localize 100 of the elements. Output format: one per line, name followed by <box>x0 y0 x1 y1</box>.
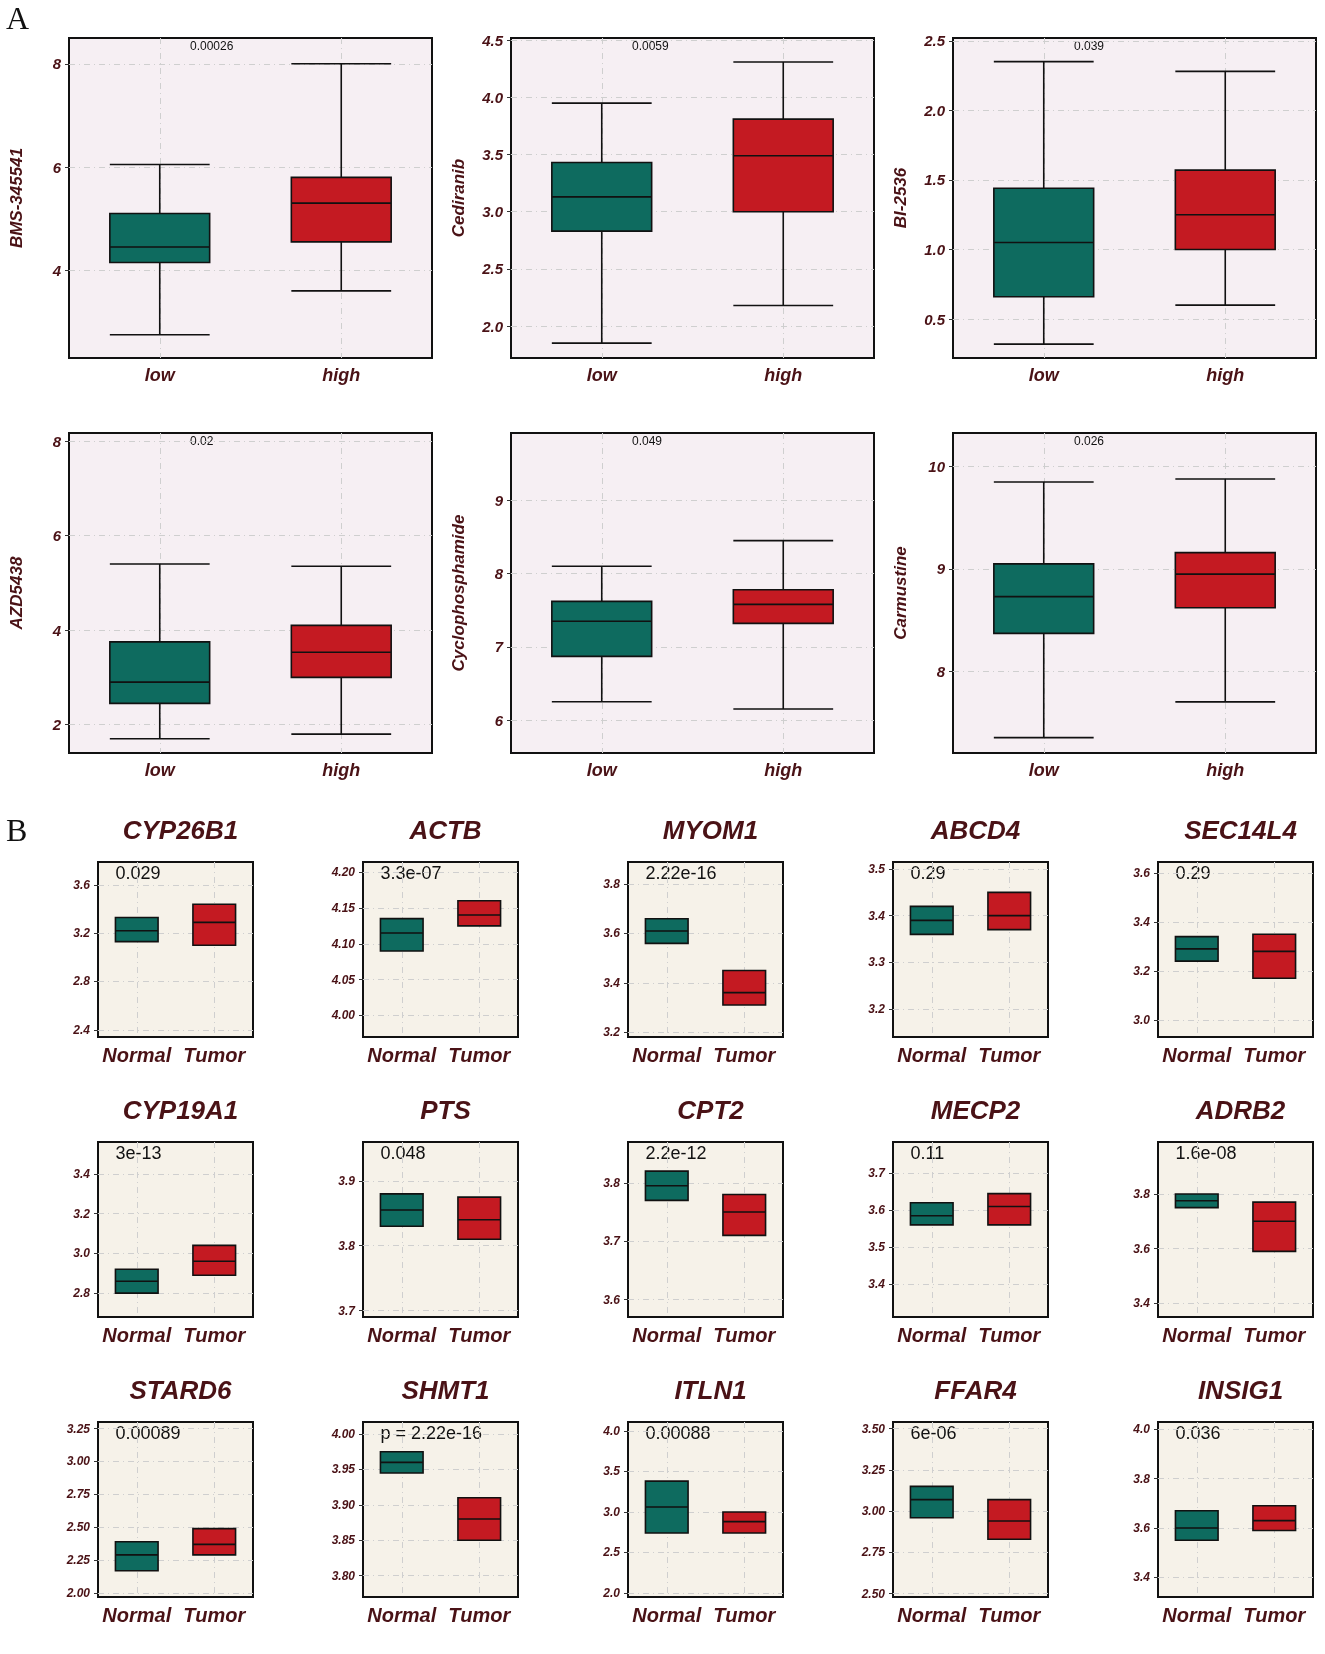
annotation: 2.2e-12 <box>645 1143 707 1163</box>
y-tick-label: 3.7 <box>868 1166 887 1181</box>
y-tick-label: 2.5 <box>602 1545 621 1560</box>
y-tick-label: 3.00 <box>861 1504 886 1519</box>
y-tick-label: 3.5 <box>868 1240 886 1254</box>
annotation: 0.036 <box>1175 1423 1221 1443</box>
x-tick-label: Normal <box>897 1044 967 1066</box>
chart-title: CYP26B1 <box>122 815 239 845</box>
annotation: 3e-13 <box>115 1143 162 1163</box>
y-tick-label: 10 <box>928 458 946 476</box>
y-tick-label: 8 <box>52 55 62 73</box>
x-tick-label: high <box>1206 365 1245 385</box>
x-tick-label: Tumor <box>183 1324 247 1346</box>
y-tick-label: 2.4 <box>72 1022 91 1037</box>
y-tick-label: 2.5 <box>923 32 946 50</box>
y-tick-label: 3.0 <box>1133 1012 1151 1027</box>
y-axis-title: BMS-345541 <box>7 147 26 249</box>
chart-title: CPT2 <box>677 1095 745 1125</box>
x-tick-label: high <box>764 365 803 385</box>
x-tick-label: Normal <box>1162 1044 1232 1066</box>
y-tick-label: 9 <box>494 491 504 509</box>
y-tick-label: 3.3 <box>868 955 886 970</box>
chart-title: ACTB <box>408 815 482 845</box>
y-tick-label: 6 <box>494 711 504 729</box>
x-tick-label: high <box>322 365 361 385</box>
y-tick-label: 3.4 <box>868 1276 886 1291</box>
x-tick-label: Normal <box>632 1324 702 1346</box>
y-tick-label: 2.00 <box>65 1586 91 1601</box>
y-tick-label: 2.8 <box>72 1286 91 1301</box>
y-axis-title: Carmustine <box>891 546 910 640</box>
y-axis-title: Cyclophosphamide <box>449 514 468 672</box>
y-tick-label: 4.00 <box>330 1427 356 1442</box>
y-tick-label: 3.0 <box>603 1504 621 1519</box>
y-tick-label: 3.6 <box>73 877 91 892</box>
y-tick-label: 7 <box>494 638 504 656</box>
y-tick-label: 3.8 <box>1133 1186 1151 1201</box>
text: A <box>6 0 30 36</box>
x-tick-label: Normal <box>102 1604 172 1626</box>
x-tick-label: high <box>1206 760 1245 780</box>
x-tick-label: Tumor <box>183 1044 247 1066</box>
y-tick-label: 3.80 <box>331 1568 356 1583</box>
y-tick-label: 3.0 <box>482 203 504 221</box>
annotation: 0.026 <box>1074 434 1105 448</box>
y-axis-title: AZD5438 <box>7 556 26 631</box>
y-tick-label: 3.8 <box>603 877 621 892</box>
y-tick-label: 3.25 <box>861 1462 886 1477</box>
x-tick-label: Tumor <box>448 1604 512 1626</box>
y-tick-label: 3.4 <box>1133 1296 1151 1311</box>
y-tick-label: 3.6 <box>1133 1520 1151 1535</box>
y-tick-label: 8 <box>936 662 946 680</box>
x-tick-label: low <box>586 365 618 385</box>
y-tick-label: 4.0 <box>602 1423 621 1438</box>
y-tick-label: 2.0 <box>481 317 504 335</box>
annotation: 0.0059 <box>632 39 670 53</box>
chart-title: SHMT1 <box>401 1375 490 1405</box>
x-tick-label: Normal <box>1162 1324 1232 1346</box>
x-tick-label: Tumor <box>1243 1044 1307 1066</box>
y-tick-label: 3.90 <box>331 1497 356 1512</box>
x-tick-label: Normal <box>367 1044 437 1066</box>
y-tick-label: 4.00 <box>330 1008 356 1023</box>
y-tick-label: 2.25 <box>65 1553 91 1568</box>
x-tick-label: high <box>764 760 803 780</box>
y-tick-label: 4.15 <box>330 900 356 915</box>
annotation: 3.3e-07 <box>380 863 442 883</box>
y-tick-label: 3.8 <box>338 1238 356 1253</box>
chart-title: PTS <box>420 1095 472 1125</box>
x-tick-label: Tumor <box>448 1044 512 1066</box>
chart-title: ITLN1 <box>674 1375 747 1405</box>
x-tick-label: low <box>586 760 618 780</box>
x-tick-label: Normal <box>102 1324 172 1346</box>
x-tick-label: Tumor <box>713 1044 777 1066</box>
chart-title: ADRB2 <box>1194 1095 1286 1125</box>
y-tick-label: 2.8 <box>72 974 91 989</box>
y-tick-label: 3.95 <box>331 1462 356 1477</box>
x-tick-label: high <box>322 760 361 780</box>
x-tick-label: Tumor <box>978 1324 1042 1346</box>
annotation: 0.00089 <box>115 1423 181 1443</box>
chart-title: STARD6 <box>129 1375 233 1405</box>
y-tick-label: 3.2 <box>73 926 91 941</box>
text: B <box>6 812 28 848</box>
y-tick-label: 3.7 <box>338 1303 357 1318</box>
y-tick-label: 2.0 <box>602 1585 621 1600</box>
x-tick-label: Normal <box>897 1604 967 1626</box>
y-tick-label: 3.2 <box>1133 963 1151 978</box>
y-tick-label: 3.6 <box>603 926 621 941</box>
x-tick-label: Tumor <box>978 1604 1042 1626</box>
y-tick-label: 3.2 <box>603 1025 621 1040</box>
y-tick-label: 4 <box>51 621 62 639</box>
x-tick-label: Normal <box>632 1604 702 1626</box>
x-tick-label: low <box>1028 365 1060 385</box>
y-tick-label: 3.5 <box>482 146 504 164</box>
x-tick-label: Tumor <box>183 1604 247 1626</box>
x-tick-label: Normal <box>367 1604 437 1626</box>
y-tick-label: 4.10 <box>330 936 356 951</box>
x-tick-label: Normal <box>1162 1604 1232 1626</box>
y-tick-label: 3.6 <box>603 1292 621 1307</box>
y-axis-title: BI-2536 <box>891 167 910 229</box>
x-tick-label: low <box>144 365 176 385</box>
y-tick-label: 4.05 <box>330 972 356 987</box>
y-tick-label: 3.7 <box>603 1234 622 1249</box>
